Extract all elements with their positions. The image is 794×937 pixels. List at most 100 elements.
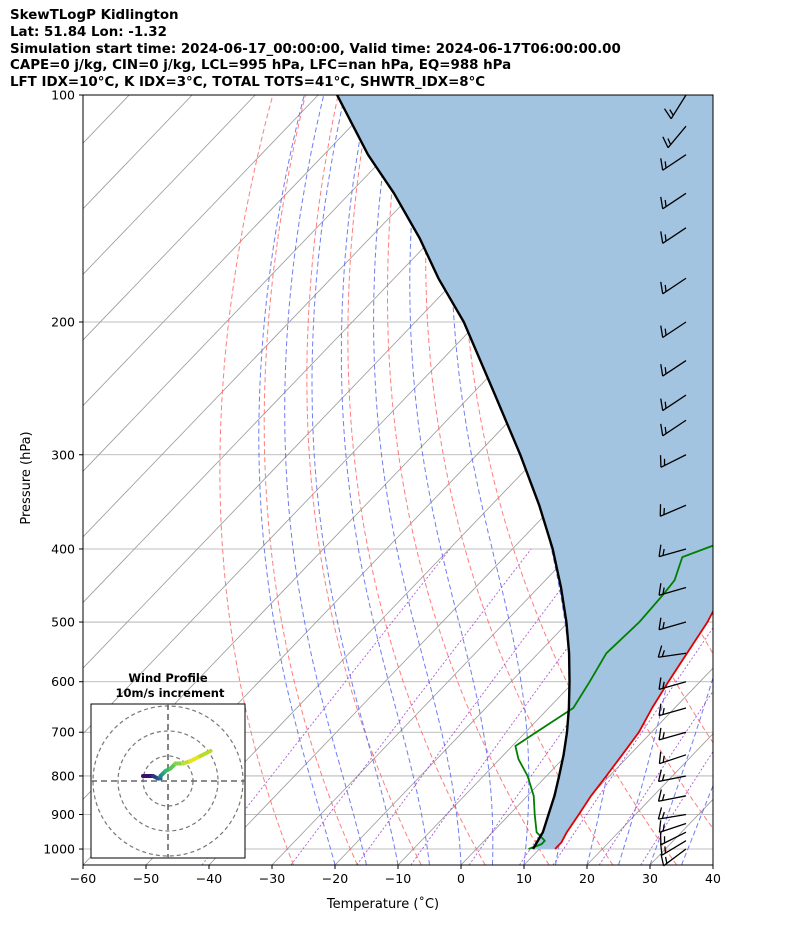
x-tick-label: 30 [642, 871, 658, 886]
y-tick-label: 200 [51, 314, 75, 329]
x-tick-label: 20 [579, 871, 595, 886]
dry-adiabat-line [306, 95, 422, 865]
chart-header: SkewTLogP Kidlington Lat: 51.84 Lon: -1.… [10, 8, 621, 92]
x-tick-label: 40 [705, 871, 721, 886]
mixing-ratio-line [290, 548, 532, 865]
wind-barb [662, 125, 687, 149]
isotherm-line [523, 667, 713, 865]
x-tick-label: −50 [133, 871, 159, 886]
cin-shading [337, 95, 713, 849]
moist-adiabat-line [258, 95, 336, 865]
x-tick-label: −20 [322, 871, 348, 886]
wind-barb [659, 454, 687, 468]
dry-adiabat-line [462, 95, 678, 865]
isotherm-line [586, 733, 713, 865]
wind-barb [660, 227, 687, 244]
wind-barbs [657, 94, 687, 867]
wind-barb [660, 154, 687, 171]
wind-barb [657, 769, 687, 783]
wind-barb [658, 677, 687, 691]
y-tick-label: 400 [51, 541, 75, 556]
wind-barb [663, 94, 687, 120]
isotherm-line [83, 95, 508, 538]
wind-barb [658, 703, 687, 717]
y-tick-label: 1000 [43, 842, 75, 857]
x-tick-label: −60 [70, 871, 96, 886]
dry-adiabat-line [730, 95, 794, 865]
dry-adiabat-line [347, 95, 486, 865]
indices-line-2: LFT IDX=10°C, K IDX=3°C, TOTAL TOTS=41°C… [10, 75, 486, 91]
isotherm-line [0, 95, 3, 865]
x-tick-label: 10 [516, 871, 532, 886]
chart-title: SkewTLogP Kidlington [10, 8, 179, 23]
wind-barb [659, 504, 687, 517]
dry-adiabat-line [263, 95, 358, 865]
wind-barb [657, 789, 687, 802]
isotherm-line [145, 273, 713, 865]
indices-line-1: CAPE=0 j/kg, CIN=0 j/kg, LCL=995 hPa, LF… [10, 58, 512, 74]
hodograph-title: Wind Profile [128, 671, 208, 685]
hodograph-ring [117, 730, 219, 832]
y-tick-label: 800 [51, 768, 75, 783]
wind-barb [659, 831, 687, 846]
temperature-line [554, 609, 713, 850]
y-axis-label: Pressure (hPa) [19, 431, 34, 524]
wind-barb [660, 848, 687, 867]
wind-barb [658, 751, 687, 765]
wind-barb [657, 807, 687, 820]
y-tick-label: 300 [51, 447, 75, 462]
wind-barb [660, 360, 687, 377]
wind-barb [658, 820, 687, 833]
x-tick-label: −40 [196, 871, 222, 886]
mixing-ratio-line [552, 626, 713, 865]
wind-barb [658, 727, 687, 741]
dewpoint-line [514, 544, 713, 850]
wind-barb [660, 277, 687, 295]
moist-adiabat-line [284, 95, 367, 865]
x-axis-label: Temperature (˚C) [326, 896, 439, 912]
isotherm-line [83, 95, 382, 407]
wind-barb [658, 617, 687, 631]
wind-barb [660, 321, 687, 339]
wind-barb [660, 394, 687, 412]
dry-adiabat-line [387, 95, 550, 865]
location-line: Lat: 51.84 Lon: -1.32 [10, 24, 167, 40]
y-tick-label: 600 [51, 674, 75, 689]
y-tick-label: 700 [51, 725, 75, 740]
moist-adiabat-line [712, 863, 713, 865]
moist-adiabat-line [681, 784, 713, 865]
moist-adiabat-line [340, 95, 430, 865]
isotherm-line [83, 95, 445, 472]
parcel-line [336, 95, 571, 850]
hodograph-subtitle: 10m/s increment [116, 686, 225, 700]
moist-adiabat-line [450, 95, 530, 865]
wind-barb [658, 583, 687, 596]
wind-barb [659, 840, 687, 856]
y-tick-label: 100 [51, 88, 75, 103]
wind-barb [660, 192, 687, 210]
isotherm-line [712, 864, 713, 865]
x-tick-label: −10 [385, 871, 411, 886]
wind-barb [657, 645, 687, 658]
hodograph-segment [198, 749, 213, 758]
moist-adiabat-line [649, 675, 713, 865]
moist-adiabat-line [409, 95, 494, 865]
mixing-ratio-line [356, 548, 592, 865]
wind-barb [658, 544, 687, 558]
dry-adiabat-line [762, 95, 794, 865]
isotherm-line [397, 536, 713, 865]
x-tick-label: 0 [457, 871, 465, 886]
mixing-ratio-line [598, 690, 713, 865]
wind-barb [660, 419, 687, 437]
dry-adiabat-line [425, 95, 614, 865]
hodograph-body [91, 704, 245, 858]
x-tick-label: −30 [259, 871, 285, 886]
moist-adiabat-line [745, 95, 794, 865]
y-tick-label: 900 [51, 807, 75, 822]
isotherm-line [83, 95, 256, 275]
y-tick-label: 500 [51, 615, 75, 630]
moist-adiabat-line [311, 95, 399, 865]
time-line: Simulation start time: 2024-06-17_00:00:… [10, 41, 621, 57]
